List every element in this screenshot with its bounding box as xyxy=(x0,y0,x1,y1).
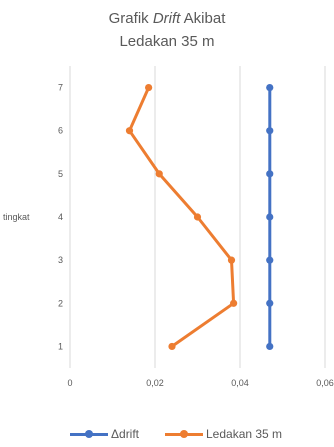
legend-swatch-drift xyxy=(70,426,108,442)
series-0-point-1 xyxy=(266,300,273,307)
legend-label-drift: Δdrift xyxy=(111,427,139,441)
series-0-point-3 xyxy=(266,213,273,220)
series-1-point-2 xyxy=(228,257,235,264)
series-0-point-0 xyxy=(266,343,273,350)
series-1-point-1 xyxy=(230,300,237,307)
series-1-point-5 xyxy=(126,127,133,134)
y-tick-label-3: 4 xyxy=(58,212,63,222)
series-0-point-2 xyxy=(266,257,273,264)
series-line-1 xyxy=(130,88,234,347)
series-1-point-4 xyxy=(156,170,163,177)
series-1-point-0 xyxy=(168,343,175,350)
y-tick-label-1: 2 xyxy=(58,298,63,308)
legend-label-ledakan: Ledakan 35 m xyxy=(206,427,282,441)
x-tick-label-0: 0 xyxy=(67,378,72,388)
series-0-point-5 xyxy=(266,127,273,134)
x-tick-label-3: 0,06 xyxy=(316,378,334,388)
legend-item-ledakan: Ledakan 35 m xyxy=(165,426,282,442)
y-tick-label-6: 7 xyxy=(58,83,63,93)
x-tick-label-1: 0,02 xyxy=(146,378,164,388)
y-axis-label: tingkat xyxy=(3,212,30,222)
series-1-point-6 xyxy=(145,84,152,91)
chart-legend: Δdrift Ledakan 35 m xyxy=(0,426,334,442)
y-tick-label-0: 1 xyxy=(58,341,63,351)
series-1-point-3 xyxy=(194,213,201,220)
legend-swatch-ledakan xyxy=(165,426,203,442)
series-0-point-6 xyxy=(266,84,273,91)
y-tick-label-2: 3 xyxy=(58,255,63,265)
legend-item-drift: Δdrift xyxy=(70,426,139,442)
series-0-point-4 xyxy=(266,170,273,177)
y-tick-label-5: 6 xyxy=(58,126,63,136)
y-tick-label-4: 5 xyxy=(58,169,63,179)
x-tick-label-2: 0,04 xyxy=(231,378,249,388)
